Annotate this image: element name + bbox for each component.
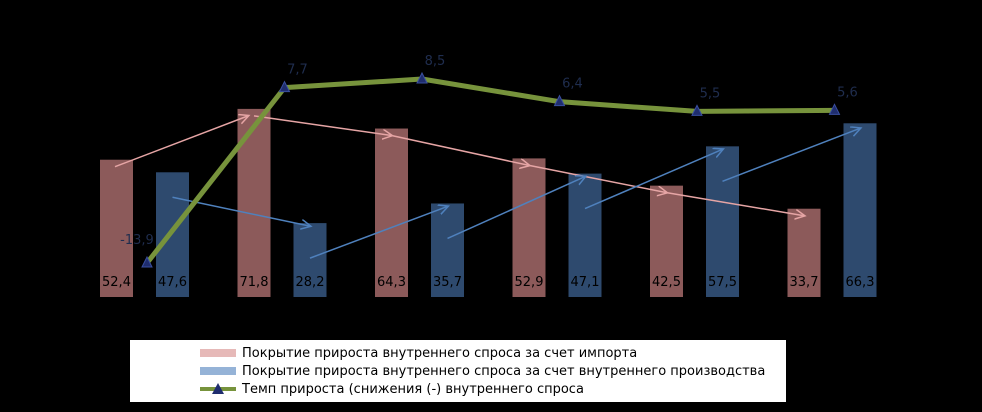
bar-label-1-1: 28,2: [296, 275, 325, 290]
trend-arrow-import-0: [114, 116, 248, 168]
growth-label-1: 7,7: [287, 63, 308, 78]
legend-item-import: Покрытие прироста внутреннего спроса за …: [200, 344, 786, 362]
growth-marker-3: [553, 94, 566, 107]
trend-arrow-import-4: [666, 191, 805, 216]
bar-1-2: [431, 203, 464, 297]
growth-marker-0: [141, 255, 153, 268]
bar-0-4: [650, 185, 683, 297]
growth-marker-1: [278, 80, 291, 93]
legend-label-import: Покрытие прироста внутреннего спроса за …: [242, 345, 638, 361]
trend-arrow-prod-4: [722, 128, 861, 183]
bar-1-4: [706, 146, 739, 297]
bar-1-5: [843, 123, 877, 297]
growth-marker-2: [416, 71, 428, 84]
bar-label-1-4: 57,5: [708, 275, 737, 290]
trend-arrow-prod-2: [447, 177, 586, 240]
legend-swatch-growth: [200, 383, 236, 395]
bar-0-2: [375, 128, 408, 297]
bar-1-3: [568, 173, 602, 297]
legend-label-growth: Темп прироста (снижения (-) внутреннего …: [242, 381, 584, 397]
bar-0-1: [237, 108, 271, 297]
trend-arrow-import-1: [253, 115, 392, 136]
bar-label-0-3: 52,9: [515, 275, 544, 290]
bar-label-0-1: 71,8: [240, 275, 269, 290]
bar-label-1-5: 66,3: [846, 275, 875, 290]
growth-label-2: 8,5: [425, 54, 446, 69]
legend: Покрытие прироста внутреннего спроса за …: [130, 340, 786, 402]
trend-arrow-prod-1: [309, 206, 448, 259]
bar-1-1: [293, 223, 327, 297]
bar-1-0: [156, 172, 189, 297]
legend-item-production: Покрытие прироста внутреннего спроса за …: [200, 362, 786, 380]
growth-label-3: 6,4: [562, 77, 583, 92]
bar-label-0-0: 52,4: [102, 275, 131, 290]
trend-arrow-prod-3: [584, 149, 723, 210]
legend-label-production: Покрытие прироста внутреннего спроса за …: [242, 363, 766, 379]
growth-label-0: -13,9: [120, 233, 154, 248]
bar-label-0-4: 42,5: [652, 275, 681, 290]
bar-label-1-2: 35,7: [433, 275, 462, 290]
bar-0-3: [512, 158, 546, 297]
legend-item-growth: Темп прироста (снижения (-) внутреннего …: [200, 380, 786, 398]
growth-label-5: 5,6: [837, 85, 858, 100]
growth-line: [145, 76, 835, 265]
triangle-marker-icon: [212, 383, 224, 394]
growth-label-4: 5,5: [700, 86, 721, 101]
growth-marker-5: [828, 103, 841, 115]
trend-arrow-import-2: [391, 134, 530, 166]
legend-swatch-production: [200, 367, 236, 375]
bar-0-0: [100, 159, 133, 297]
bar-label-1-0: 47,6: [158, 275, 187, 290]
bar-label-1-3: 47,1: [571, 275, 600, 290]
trend-arrow-import-3: [528, 164, 667, 192]
growth-marker-4: [691, 104, 703, 116]
bar-label-0-2: 64,3: [377, 275, 406, 290]
bar-label-0-5: 33,7: [790, 275, 819, 290]
bar-0-5: [787, 208, 821, 297]
legend-swatch-import: [200, 349, 236, 357]
